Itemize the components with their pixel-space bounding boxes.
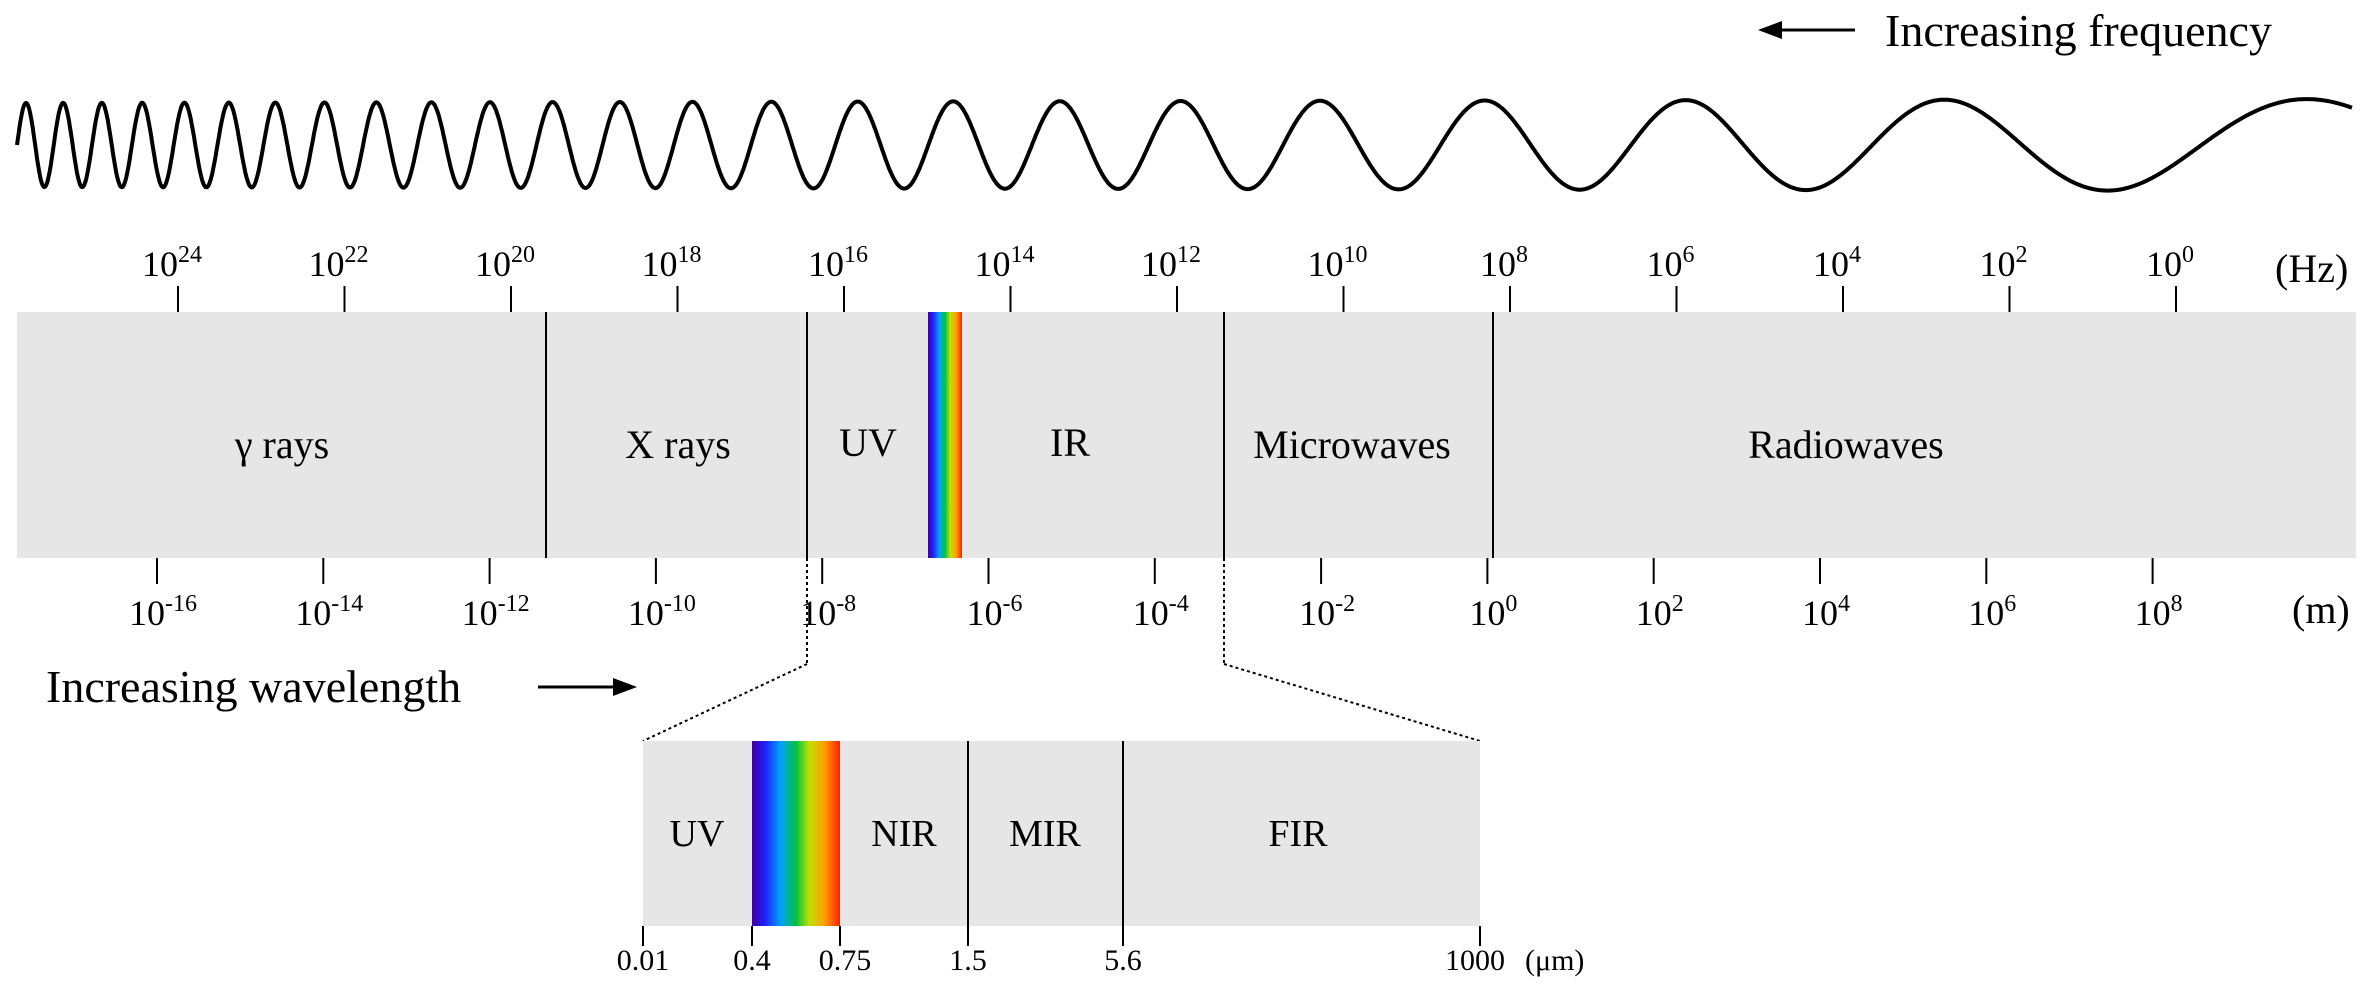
- band-label-uv: UV: [839, 420, 897, 465]
- frequency-tick-label: 104: [1813, 242, 1861, 284]
- wavelength-arrow: [538, 678, 637, 696]
- frequency-tick-label: 106: [1647, 242, 1695, 284]
- wave-curve: [15, 97, 2353, 193]
- wavelength-arrow-label: Increasing wavelength: [46, 661, 461, 712]
- frequency-tick-label: 1024: [142, 242, 202, 284]
- spectrum-band: [17, 312, 2356, 558]
- frequency-tick-label: 100: [2146, 242, 2194, 284]
- frequency-tick-label: 1012: [1141, 242, 1201, 284]
- zoom-tick-label: 1000: [1445, 944, 1505, 977]
- zoom-visible-spectrum-strip: [752, 741, 840, 926]
- wavelength-unit-label: (m): [2292, 587, 2350, 632]
- zoom-label-uv: UV: [670, 813, 725, 855]
- zoom-tick-label: 0.75: [819, 944, 872, 977]
- wavelength-tick-label: 10-12: [462, 591, 530, 633]
- wavelength-tick-label: 10-10: [628, 591, 696, 633]
- band-label-ir: IR: [1050, 420, 1090, 465]
- frequency-tick-label: 102: [1980, 242, 2028, 284]
- zoom-dividers: [967, 741, 1124, 926]
- wavelength-tick-label: 10-16: [129, 591, 197, 633]
- frequency-tick-label: 1016: [808, 242, 868, 284]
- frequency-tick-label: 1018: [642, 242, 702, 284]
- zoom-tick-label: 0.4: [733, 944, 771, 977]
- wavelength-tick-label: 104: [1802, 591, 1850, 633]
- frequency-tick-label: 108: [1480, 242, 1528, 284]
- wavelength-axis: 10-16 10-14 10-12 10-10 10-8 10-6 10-4 10-2 100 1…: [129, 558, 2183, 633]
- band-label-gamma: γ rays: [234, 422, 329, 467]
- frequency-unit-label: (Hz): [2275, 246, 2348, 291]
- wavelength-tick-label: 102: [1636, 591, 1684, 633]
- zoom-connectors: [642, 558, 1481, 742]
- band-dividers: [545, 312, 1494, 558]
- frequency-tick-label: 1010: [1308, 242, 1368, 284]
- frequency-tick-label: 1014: [975, 242, 1035, 284]
- wavelength-tick-label: 106: [1968, 591, 2016, 633]
- wavelength-tick-label: 10-4: [1133, 591, 1189, 633]
- wavelength-tick-label: 100: [1469, 591, 1517, 633]
- wavelength-tick-label: 10-2: [1299, 591, 1355, 633]
- zoom-tick-label: 5.6: [1104, 944, 1142, 977]
- band-label-radiowaves: Radiowaves: [1748, 422, 1944, 467]
- wavelength-tick-label: 10-6: [967, 591, 1023, 633]
- band-label-xray: X rays: [625, 422, 731, 467]
- visible-spectrum-strip: [928, 312, 962, 558]
- band-label-microwaves: Microwaves: [1253, 422, 1451, 467]
- frequency-tick-label: 1022: [309, 242, 369, 284]
- zoom-label-mir: MIR: [1009, 813, 1081, 855]
- frequency-arrow: [1758, 21, 1855, 39]
- frequency-arrow-label: Increasing frequency: [1885, 5, 2272, 56]
- frequency-tick-label: 1020: [475, 242, 535, 284]
- zoom-axis: [642, 926, 1481, 946]
- wavelength-tick-label: 10-8: [800, 591, 856, 633]
- wavelength-tick-label: 10-14: [295, 591, 363, 633]
- zoom-unit-label: (μm): [1525, 944, 1584, 977]
- frequency-axis: 1024 1022 1020 1018 1016 1014 1012 1010 108 106 10…: [142, 242, 2194, 312]
- zoom-tick-label: 1.5: [949, 944, 987, 977]
- zoom-label-nir: NIR: [871, 813, 937, 855]
- wavelength-tick-label: 108: [2135, 591, 2183, 633]
- zoom-label-fir: FIR: [1268, 813, 1328, 855]
- zoom-tick-label: 0.01: [617, 944, 670, 977]
